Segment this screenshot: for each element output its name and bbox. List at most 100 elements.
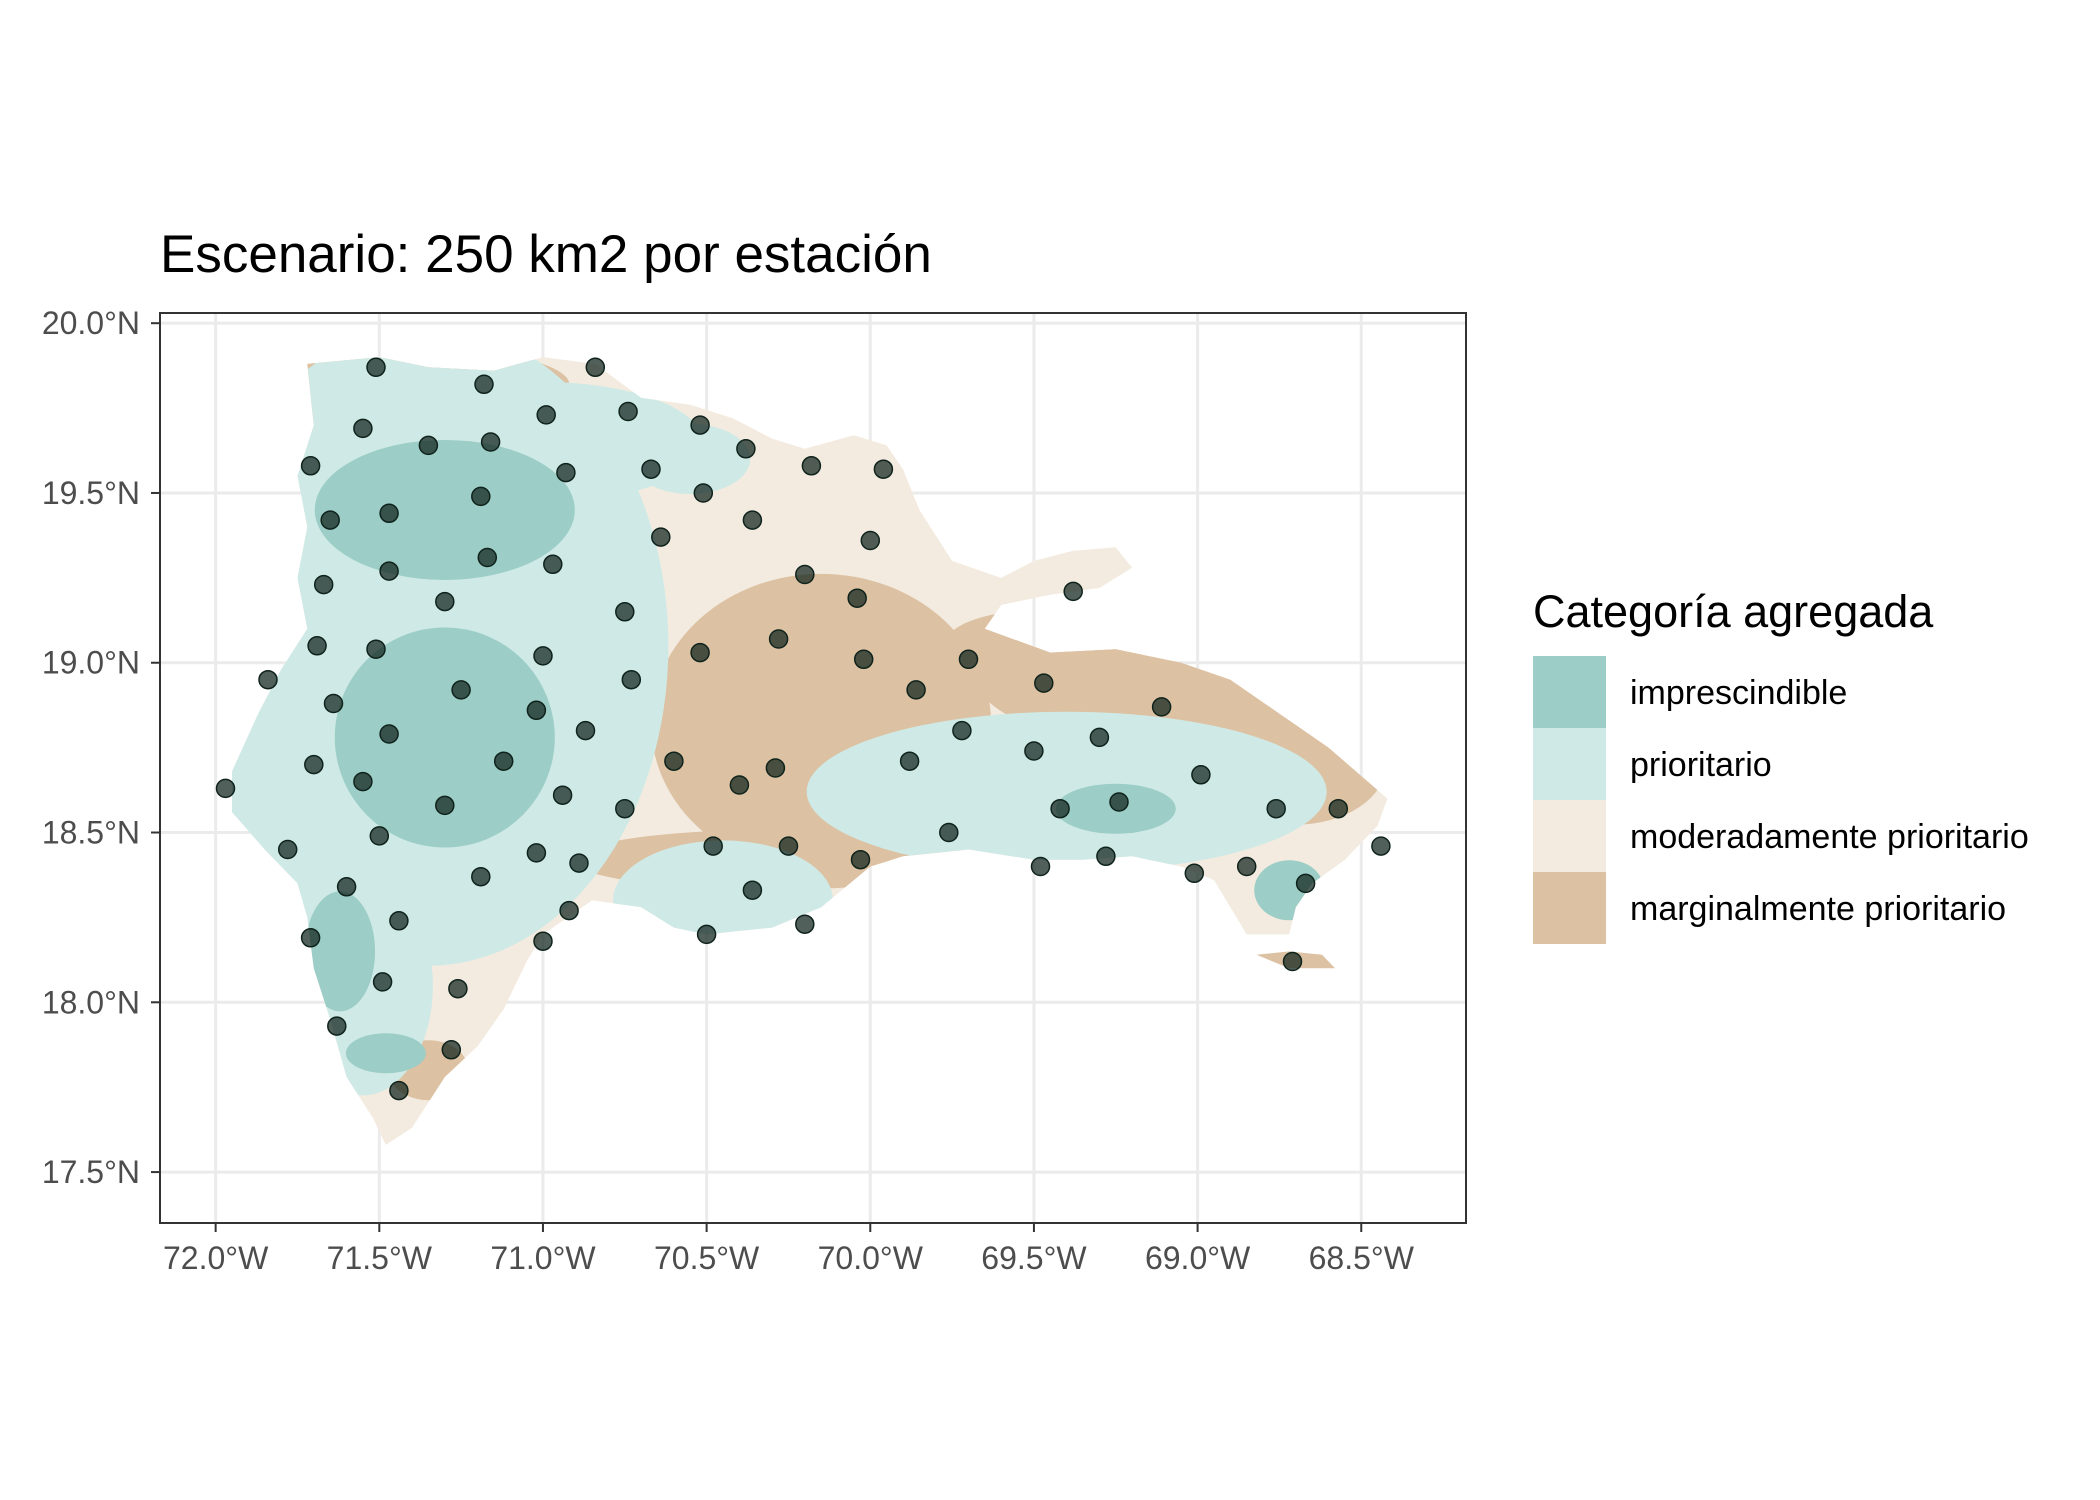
x-tick-label: 68.5°W bbox=[1309, 1240, 1415, 1276]
station-point bbox=[307, 636, 327, 656]
station-point bbox=[372, 972, 393, 992]
station-point bbox=[366, 639, 386, 659]
x-tick-label: 70.5°W bbox=[654, 1240, 760, 1276]
zone-imprescindible-south bbox=[345, 1033, 426, 1074]
x-tick-label: 70.0°W bbox=[818, 1240, 924, 1276]
station-point bbox=[575, 720, 596, 741]
y-axis: 20.0°N 19.5°N 19.0°N 18.5°N 18.0°N 17.5°N bbox=[42, 305, 160, 1190]
station-point bbox=[703, 836, 723, 856]
x-tick-label: 69.0°W bbox=[1145, 1240, 1251, 1276]
station-point bbox=[742, 880, 763, 900]
station-point bbox=[474, 374, 494, 395]
legend-title: Categoría agregada bbox=[1533, 586, 1934, 637]
station-point bbox=[899, 751, 920, 771]
station-point bbox=[873, 459, 894, 479]
legend-label: imprescindible bbox=[1630, 674, 1847, 712]
legend-swatch bbox=[1533, 872, 1606, 944]
station-point bbox=[850, 849, 871, 870]
station-point bbox=[451, 680, 471, 700]
station-point bbox=[664, 751, 684, 771]
station-point bbox=[471, 866, 491, 887]
station-point bbox=[1371, 836, 1391, 856]
station-point bbox=[765, 758, 786, 778]
station-point bbox=[621, 669, 642, 690]
station-point bbox=[559, 900, 579, 921]
station-point bbox=[320, 510, 340, 530]
station-point bbox=[1295, 873, 1316, 894]
station-point bbox=[493, 751, 514, 771]
station-point bbox=[690, 415, 710, 435]
station-point bbox=[258, 669, 278, 690]
station-point bbox=[300, 928, 321, 948]
y-tick-label: 20.0°N bbox=[42, 305, 140, 341]
y-tick-label: 17.5°N bbox=[42, 1154, 140, 1190]
station-point bbox=[618, 401, 638, 422]
station-point bbox=[958, 649, 979, 670]
station-point bbox=[327, 1016, 347, 1036]
station-point bbox=[435, 795, 455, 816]
station-point bbox=[435, 591, 455, 612]
plot-border bbox=[159, 312, 1467, 1224]
station-point bbox=[323, 693, 344, 714]
station-point bbox=[690, 642, 710, 663]
station-point bbox=[300, 456, 321, 476]
station-point bbox=[389, 1080, 409, 1101]
plot-area bbox=[159, 312, 1467, 1224]
station-point bbox=[615, 798, 635, 819]
station-point bbox=[1328, 798, 1349, 819]
zone-imprescindible-southwest bbox=[305, 891, 376, 1012]
plot-title: Escenario: 250 km2 por estación bbox=[160, 225, 932, 284]
station-point bbox=[526, 700, 547, 721]
station-point bbox=[556, 462, 576, 483]
station-point bbox=[379, 561, 399, 581]
station-point bbox=[795, 914, 815, 934]
station-point bbox=[1109, 792, 1129, 812]
station-point bbox=[480, 432, 501, 452]
zone-prioritario-northeast bbox=[630, 424, 751, 495]
station-point bbox=[1266, 798, 1286, 819]
station-point bbox=[1050, 798, 1070, 819]
station-point bbox=[1184, 863, 1205, 884]
x-tick-label: 71.0°W bbox=[490, 1240, 596, 1276]
station-point bbox=[313, 574, 334, 595]
station-point bbox=[1030, 856, 1051, 877]
station-point bbox=[389, 911, 409, 931]
station-point bbox=[471, 486, 491, 507]
x-tick-label: 69.5°W bbox=[981, 1240, 1087, 1276]
station-point bbox=[651, 527, 671, 547]
station-point bbox=[353, 418, 373, 439]
station-point bbox=[778, 836, 799, 856]
station-point bbox=[543, 554, 563, 575]
zone-prioritario-southeast bbox=[806, 711, 1327, 872]
y-tick-label: 18.0°N bbox=[42, 984, 140, 1020]
zone-imprescindible-west bbox=[334, 627, 555, 848]
station-point bbox=[379, 724, 399, 744]
station-point bbox=[533, 646, 553, 666]
legend-swatch bbox=[1533, 800, 1606, 872]
y-tick-label: 19.5°N bbox=[42, 475, 140, 511]
station-point bbox=[418, 435, 439, 456]
station-point bbox=[1282, 951, 1303, 972]
station-point bbox=[736, 439, 756, 459]
station-point bbox=[1034, 673, 1054, 693]
station-point bbox=[569, 853, 589, 873]
station-point bbox=[853, 649, 874, 670]
station-point bbox=[906, 680, 926, 700]
station-point bbox=[448, 978, 468, 999]
station-point bbox=[795, 564, 815, 585]
x-axis: 72.0°W 71.5°W 71.0°W 70.5°W 70.0°W 69.5°W 69.0… bbox=[163, 1223, 1415, 1276]
station-point bbox=[801, 456, 822, 476]
station-point bbox=[1089, 727, 1110, 748]
station-point bbox=[536, 405, 556, 425]
station-point bbox=[1096, 846, 1116, 867]
legend-swatch bbox=[1533, 728, 1606, 800]
station-point bbox=[379, 503, 399, 524]
station-point bbox=[1063, 581, 1083, 602]
station-point bbox=[1024, 741, 1044, 761]
legend-label: moderadamente prioritario bbox=[1630, 818, 2029, 856]
x-tick-label: 71.5°W bbox=[327, 1240, 433, 1276]
y-tick-label: 19.0°N bbox=[42, 645, 140, 681]
legend-label: prioritario bbox=[1630, 746, 1772, 784]
station-point bbox=[742, 510, 763, 530]
station-point bbox=[336, 877, 357, 897]
